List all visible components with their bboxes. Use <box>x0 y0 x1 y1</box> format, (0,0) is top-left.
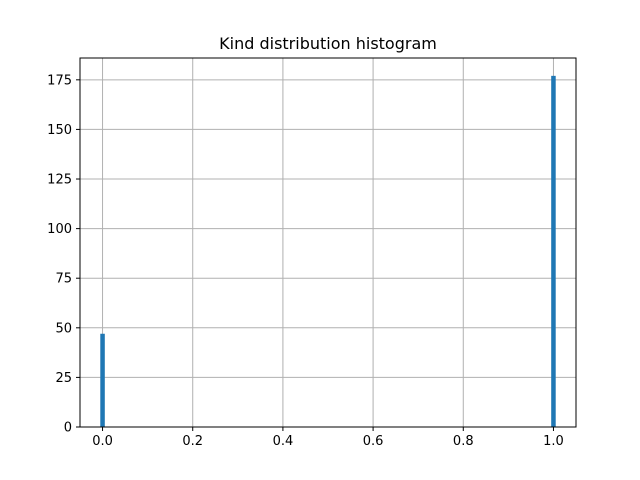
y-tick-label: 25 <box>55 371 72 386</box>
y-tick-label: 0 <box>64 421 72 436</box>
x-tick-label: 0.2 <box>182 434 203 449</box>
y-tick-label: 175 <box>47 73 72 88</box>
x-tick-label: 0.4 <box>273 434 294 449</box>
y-axis-ticks: 0 25 50 75 100 125 150 175 <box>47 73 80 436</box>
histogram-bar <box>551 75 556 428</box>
plot-area-frame <box>79 57 577 428</box>
x-tick-label: 0.6 <box>363 434 384 449</box>
x-axis-ticks: 0.0 0.2 0.4 0.6 0.8 1.0 <box>92 427 564 449</box>
x-tick-label: 0.0 <box>92 434 113 449</box>
y-tick-label: 100 <box>47 222 72 237</box>
x-tick-label: 1.0 <box>543 434 564 449</box>
histogram-bar <box>100 333 105 427</box>
x-tick-label: 0.8 <box>453 434 474 449</box>
y-tick-label: 150 <box>47 123 72 138</box>
histogram-bars <box>100 75 556 428</box>
y-tick-label: 50 <box>55 321 72 336</box>
y-tick-label: 125 <box>47 173 72 188</box>
chart-title: Kind distribution histogram <box>219 34 437 53</box>
y-tick-label: 75 <box>55 272 72 287</box>
